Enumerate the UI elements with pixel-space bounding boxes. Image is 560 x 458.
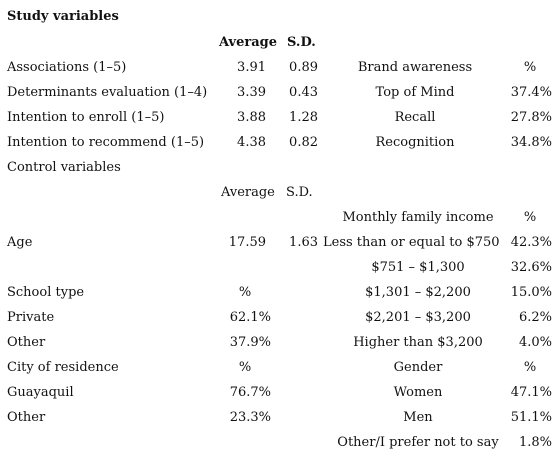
gender-row-pct: 51.1% <box>510 410 552 425</box>
city-row-pct: 23.3% <box>229 410 271 425</box>
study-row-average: 4.38 <box>237 135 266 150</box>
income-row-label: $1,301 – $2,200 <box>365 285 471 300</box>
income-row-label: Less than or equal to $750 <box>323 235 500 250</box>
income-row-label: $751 – $1,300 <box>371 260 465 275</box>
age-sd: 1.63 <box>289 235 318 250</box>
study-row-sd: 0.89 <box>289 60 318 75</box>
study-row-label: Determinants evaluation (1–4) <box>7 85 208 100</box>
gender-row-label: Men <box>403 410 433 425</box>
brand-awareness-row-pct: 34.8% <box>510 135 552 150</box>
study-row-average: 3.88 <box>237 110 266 125</box>
age-label: Age <box>7 235 33 250</box>
income-row-pct: 32.6% <box>510 260 552 275</box>
study-row-sd: 1.28 <box>289 110 318 125</box>
school-type-row-pct: 62.1% <box>229 310 271 325</box>
city-pct-header: % <box>238 360 252 375</box>
study-row-label: Associations (1–5) <box>7 60 127 75</box>
income-row-pct: 4.0% <box>518 335 552 350</box>
gender-row-pct: 1.8% <box>518 435 552 450</box>
study-average-header: Average <box>219 35 278 50</box>
study-row-sd: 0.43 <box>289 85 318 100</box>
income-row-label: Higher than $3,200 <box>353 335 483 350</box>
study-sd-header: S.D. <box>287 35 316 50</box>
control-average-header: Average <box>221 185 275 200</box>
city-row-label: Other <box>7 410 46 425</box>
city-row-pct: 76.7% <box>229 385 271 400</box>
gender-row-label: Women <box>393 385 443 400</box>
brand-awareness-row-pct: 27.8% <box>510 110 552 125</box>
study-row-label: Intention to enroll (1–5) <box>7 110 165 125</box>
brand-awareness-row-pct: 37.4% <box>510 85 552 100</box>
school-type-row-label: Other <box>7 335 46 350</box>
gender-pct-header: % <box>523 360 537 375</box>
gender-row-label: Other/I prefer not to say <box>337 435 499 450</box>
control-sd-header: S.D. <box>286 185 313 200</box>
control-variables-title: Control variables <box>7 160 121 175</box>
school-type-header: School type <box>7 285 85 300</box>
brand-awareness-pct-header: % <box>523 60 537 75</box>
gender-header: Gender <box>393 360 443 375</box>
brand-awareness-row-label: Recognition <box>375 135 455 150</box>
brand-awareness-row-label: Top of Mind <box>375 85 455 100</box>
income-pct-header: % <box>523 210 537 225</box>
age-average: 17.59 <box>228 235 266 250</box>
gender-row-pct: 47.1% <box>510 385 552 400</box>
study-row-sd: 0.82 <box>289 135 318 150</box>
brand-awareness-row-label: Recall <box>394 110 436 125</box>
city-header: City of residence <box>7 360 119 375</box>
brand-awareness-header: Brand awareness <box>357 60 473 75</box>
school-type-row-pct: 37.9% <box>229 335 271 350</box>
income-row-pct: 6.2% <box>518 310 552 325</box>
income-header: Monthly family income <box>342 210 494 225</box>
table-title: Study variables <box>7 9 119 24</box>
income-row-pct: 15.0% <box>510 285 552 300</box>
income-row-pct: 42.3% <box>510 235 552 250</box>
city-row-label: Guayaquil <box>7 385 74 400</box>
school-type-pct-header: % <box>238 285 252 300</box>
study-row-average: 3.91 <box>237 60 266 75</box>
study-row-average: 3.39 <box>237 85 266 100</box>
school-type-row-label: Private <box>7 310 55 325</box>
study-row-label: Intention to recommend (1–5) <box>7 135 205 150</box>
income-row-label: $2,201 – $3,200 <box>365 310 471 325</box>
